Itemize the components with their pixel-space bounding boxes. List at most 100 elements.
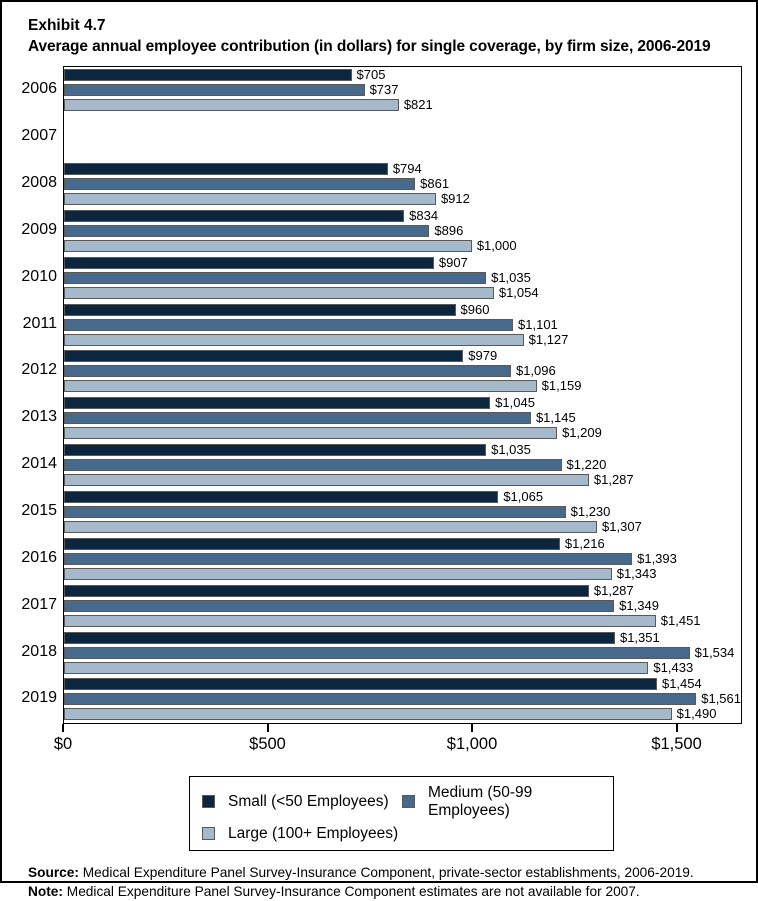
bar-small-2008 bbox=[64, 163, 388, 176]
x-tick-label: $0 bbox=[53, 734, 73, 753]
bar-small-2012 bbox=[64, 350, 464, 363]
bar-group-2013: $1,045 $1,145 $1,209 bbox=[64, 395, 741, 442]
bar-group-2011: $960 $1,101 $1,127 bbox=[64, 301, 741, 348]
bar-small-2017 bbox=[64, 584, 589, 597]
legend-item-medium: Medium (50-99 Employees) bbox=[402, 784, 605, 820]
bar-row: $1,145 bbox=[64, 410, 741, 426]
bar-row: $979 bbox=[64, 348, 741, 364]
bar-row: $1,101 bbox=[64, 318, 741, 331]
bar-value-label: $1,393 bbox=[637, 550, 677, 566]
exhibit-number: Exhibit 4.7 bbox=[28, 17, 106, 34]
bar-large-2019 bbox=[64, 708, 672, 721]
bar-small-2006 bbox=[64, 69, 352, 82]
bar-value-label: $1,145 bbox=[535, 410, 576, 426]
year-label-2017: 2017 bbox=[21, 595, 57, 613]
bar-row: $821 bbox=[64, 97, 741, 113]
bar-value-label: $1,534 bbox=[694, 644, 735, 660]
bar-large-2010 bbox=[64, 286, 494, 299]
bar-medium-2006 bbox=[64, 84, 365, 97]
bar-medium-2011 bbox=[64, 318, 514, 331]
bar-small-2014 bbox=[64, 444, 487, 457]
legend-item-small: Small (<50 Employees) bbox=[202, 784, 402, 820]
bar-value-label: $861 bbox=[420, 176, 450, 192]
bar-value-label: $979 bbox=[468, 348, 498, 364]
bar-row: $907 bbox=[64, 256, 741, 269]
bar-group-2014: $1,035 $1,220 $1,287 bbox=[64, 442, 741, 489]
bar-group-2018: $1,351 $1,534 $1,433 bbox=[64, 629, 741, 676]
bar-small-2011 bbox=[64, 303, 456, 316]
bar-small-2015 bbox=[64, 491, 499, 504]
year-label-2018: 2018 bbox=[21, 642, 57, 660]
chart-title: Average annual employee contribution (in… bbox=[28, 38, 711, 55]
bar-value-label: $737 bbox=[369, 82, 399, 98]
bar-small-2019 bbox=[64, 678, 657, 691]
bar-row: $1,000 bbox=[64, 239, 741, 252]
bar-row: $1,065 bbox=[64, 489, 741, 505]
bar-value-label: $1,096 bbox=[515, 363, 556, 379]
bar-row: $1,343 bbox=[64, 567, 741, 580]
bar-large-2011 bbox=[64, 333, 524, 346]
year-label-2009: 2009 bbox=[21, 220, 57, 238]
bar-row: $834 bbox=[64, 207, 741, 223]
bar-row: $1,035 bbox=[64, 269, 741, 285]
bar-medium-2014 bbox=[64, 459, 562, 472]
legend-swatch bbox=[202, 827, 215, 841]
bar-medium-2018 bbox=[64, 646, 690, 659]
year-label-2015: 2015 bbox=[21, 502, 57, 520]
bar-large-2016 bbox=[64, 567, 612, 580]
bar-large-2013 bbox=[64, 427, 558, 440]
bar-row: $1,054 bbox=[64, 286, 741, 299]
bar-row: $1,490 bbox=[64, 707, 741, 721]
plot-area: $705 $737 $821 $794 $861 $912 $834 $896 $1,000 $9… bbox=[63, 66, 742, 724]
legend-label: Large (100+ Employees) bbox=[228, 824, 399, 842]
bar-group-2015: $1,065 $1,230 $1,307 bbox=[64, 489, 741, 536]
legend-swatch bbox=[402, 795, 415, 809]
bar-row: $1,307 bbox=[64, 519, 741, 535]
bar-row: $1,127 bbox=[64, 333, 741, 346]
bar-row: $960 bbox=[64, 303, 741, 316]
bar-medium-2015 bbox=[64, 506, 566, 519]
x-tick-label: $1,000 bbox=[446, 734, 498, 753]
x-tick-label: $1,500 bbox=[651, 734, 702, 753]
bar-group-2010: $907 $1,035 $1,054 bbox=[64, 254, 741, 301]
bar-value-label: $1,035 bbox=[491, 442, 531, 458]
year-label-2019: 2019 bbox=[21, 689, 57, 707]
y-axis-labels: 2006 2007 2008 2009 2010 2011 2012 2013 2014 2015… bbox=[2, 66, 63, 724]
bar-row: $1,287 bbox=[64, 584, 741, 597]
bar-value-label: $1,209 bbox=[562, 425, 602, 441]
x-tick-mark bbox=[62, 723, 64, 732]
bar-medium-2009 bbox=[64, 224, 430, 237]
bar-large-2006 bbox=[64, 99, 399, 112]
bar-value-label: $1,454 bbox=[661, 676, 702, 692]
year-label-2016: 2016 bbox=[21, 548, 57, 566]
bar-value-label: $1,045 bbox=[495, 395, 535, 411]
bar-small-2010 bbox=[64, 256, 434, 269]
bar-medium-2016 bbox=[64, 552, 633, 565]
bar-value-label: $1,220 bbox=[566, 457, 607, 473]
bar-small-2013 bbox=[64, 397, 491, 410]
bar-value-label: $1,065 bbox=[503, 489, 544, 505]
source-text: Medical Expenditure Panel Survey-Insuran… bbox=[78, 864, 694, 880]
bar-row: $912 bbox=[64, 192, 741, 206]
bar-value-label: $821 bbox=[403, 97, 433, 113]
bar-value-label: $1,035 bbox=[491, 269, 531, 285]
bar-row: $1,209 bbox=[64, 425, 741, 441]
bar-large-2009 bbox=[64, 239, 472, 252]
bar-group-2009: $834 $896 $1,000 bbox=[64, 208, 741, 255]
x-tick-mark bbox=[675, 723, 678, 732]
legend-label: Small (<50 Employees) bbox=[228, 792, 389, 810]
bar-row: $896 bbox=[64, 224, 741, 237]
bar-large-2017 bbox=[64, 614, 656, 627]
bar-value-label: $1,230 bbox=[570, 504, 611, 520]
year-label-2010: 2010 bbox=[21, 267, 57, 285]
title-block: Exhibit 4.7 Average annual employee cont… bbox=[2, 2, 756, 57]
bar-row: $1,230 bbox=[64, 504, 741, 520]
bar-value-label: $1,287 bbox=[593, 472, 634, 488]
bar-row: $1,045 bbox=[64, 395, 741, 411]
bar-value-label: $1,159 bbox=[541, 378, 582, 394]
bar-value-label: $1,307 bbox=[602, 519, 642, 535]
bar-large-2008 bbox=[64, 193, 436, 206]
bar-medium-2010 bbox=[64, 271, 487, 284]
bar-value-label: $834 bbox=[409, 207, 439, 223]
bar-row: $1,433 bbox=[64, 661, 741, 674]
